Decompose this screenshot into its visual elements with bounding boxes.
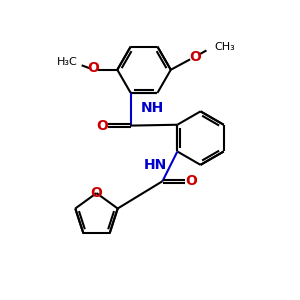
Text: H₃C: H₃C	[56, 57, 77, 67]
Text: O: O	[189, 50, 201, 64]
Text: O: O	[97, 118, 108, 133]
Text: O: O	[185, 174, 197, 188]
Text: HN: HN	[144, 158, 167, 172]
Text: O: O	[91, 186, 102, 200]
Text: O: O	[87, 61, 99, 75]
Text: CH₃: CH₃	[214, 43, 235, 52]
Text: NH: NH	[141, 101, 164, 115]
